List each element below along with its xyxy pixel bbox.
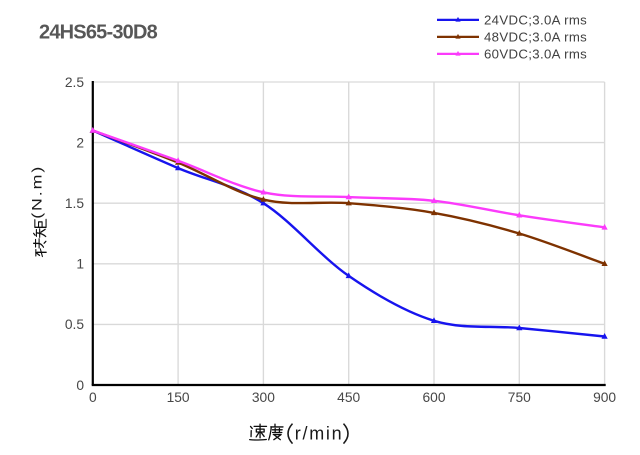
svg-text:600: 600 (422, 390, 445, 405)
svg-text:450: 450 (337, 390, 360, 405)
svg-text:1.5: 1.5 (65, 196, 85, 211)
svg-text:0: 0 (89, 390, 97, 405)
svg-text:750: 750 (508, 390, 531, 405)
svg-text:24VDC;3.0A rms: 24VDC;3.0A rms (484, 13, 587, 28)
svg-text:300: 300 (252, 390, 275, 405)
svg-text:48VDC;3.0A rms: 48VDC;3.0A rms (484, 30, 587, 45)
svg-text:1: 1 (76, 257, 84, 272)
svg-text:24HS65-30D8: 24HS65-30D8 (39, 22, 158, 44)
svg-text:2.5: 2.5 (65, 75, 85, 90)
svg-text:0.5: 0.5 (65, 317, 85, 332)
svg-text:r/min: r/min (295, 424, 344, 444)
svg-text:60VDC;3.0A rms: 60VDC;3.0A rms (484, 47, 587, 62)
svg-text:0: 0 (76, 378, 84, 393)
svg-text:900: 900 (593, 390, 616, 405)
svg-text:150: 150 (167, 390, 190, 405)
svg-text:2: 2 (76, 135, 84, 150)
svg-text:(N.m): (N.m) (30, 165, 45, 219)
